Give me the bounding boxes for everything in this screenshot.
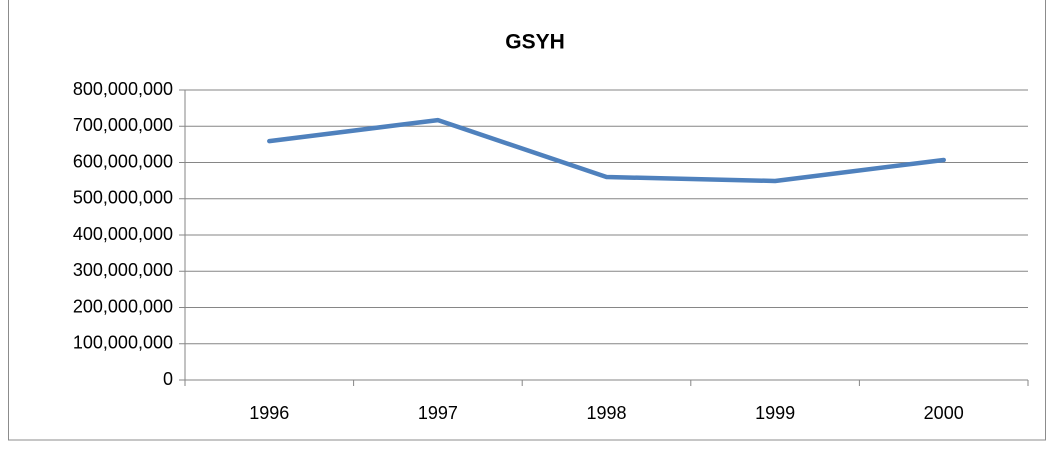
- y-tick-label: 800,000,000: [73, 79, 173, 99]
- x-tick-label: 2000: [924, 403, 964, 423]
- y-tick-label: 300,000,000: [73, 260, 173, 280]
- y-tick-label: 0: [163, 369, 173, 389]
- chart-border: [8, 0, 1046, 441]
- x-tick-label: 1998: [586, 403, 626, 423]
- x-tick-label: 1996: [249, 403, 289, 423]
- x-tick-label: 1997: [418, 403, 458, 423]
- y-tick-label: 100,000,000: [73, 333, 173, 353]
- y-tick-label: 600,000,000: [73, 151, 173, 171]
- y-tick-label: 700,000,000: [73, 115, 173, 135]
- x-tick-label: 1999: [755, 403, 795, 423]
- y-tick-label: 200,000,000: [73, 296, 173, 316]
- chart-title: GSYH: [505, 31, 565, 54]
- data-line: [267, 117, 946, 184]
- y-tick-label: 400,000,000: [73, 224, 173, 244]
- y-tick-label: 500,000,000: [73, 188, 173, 208]
